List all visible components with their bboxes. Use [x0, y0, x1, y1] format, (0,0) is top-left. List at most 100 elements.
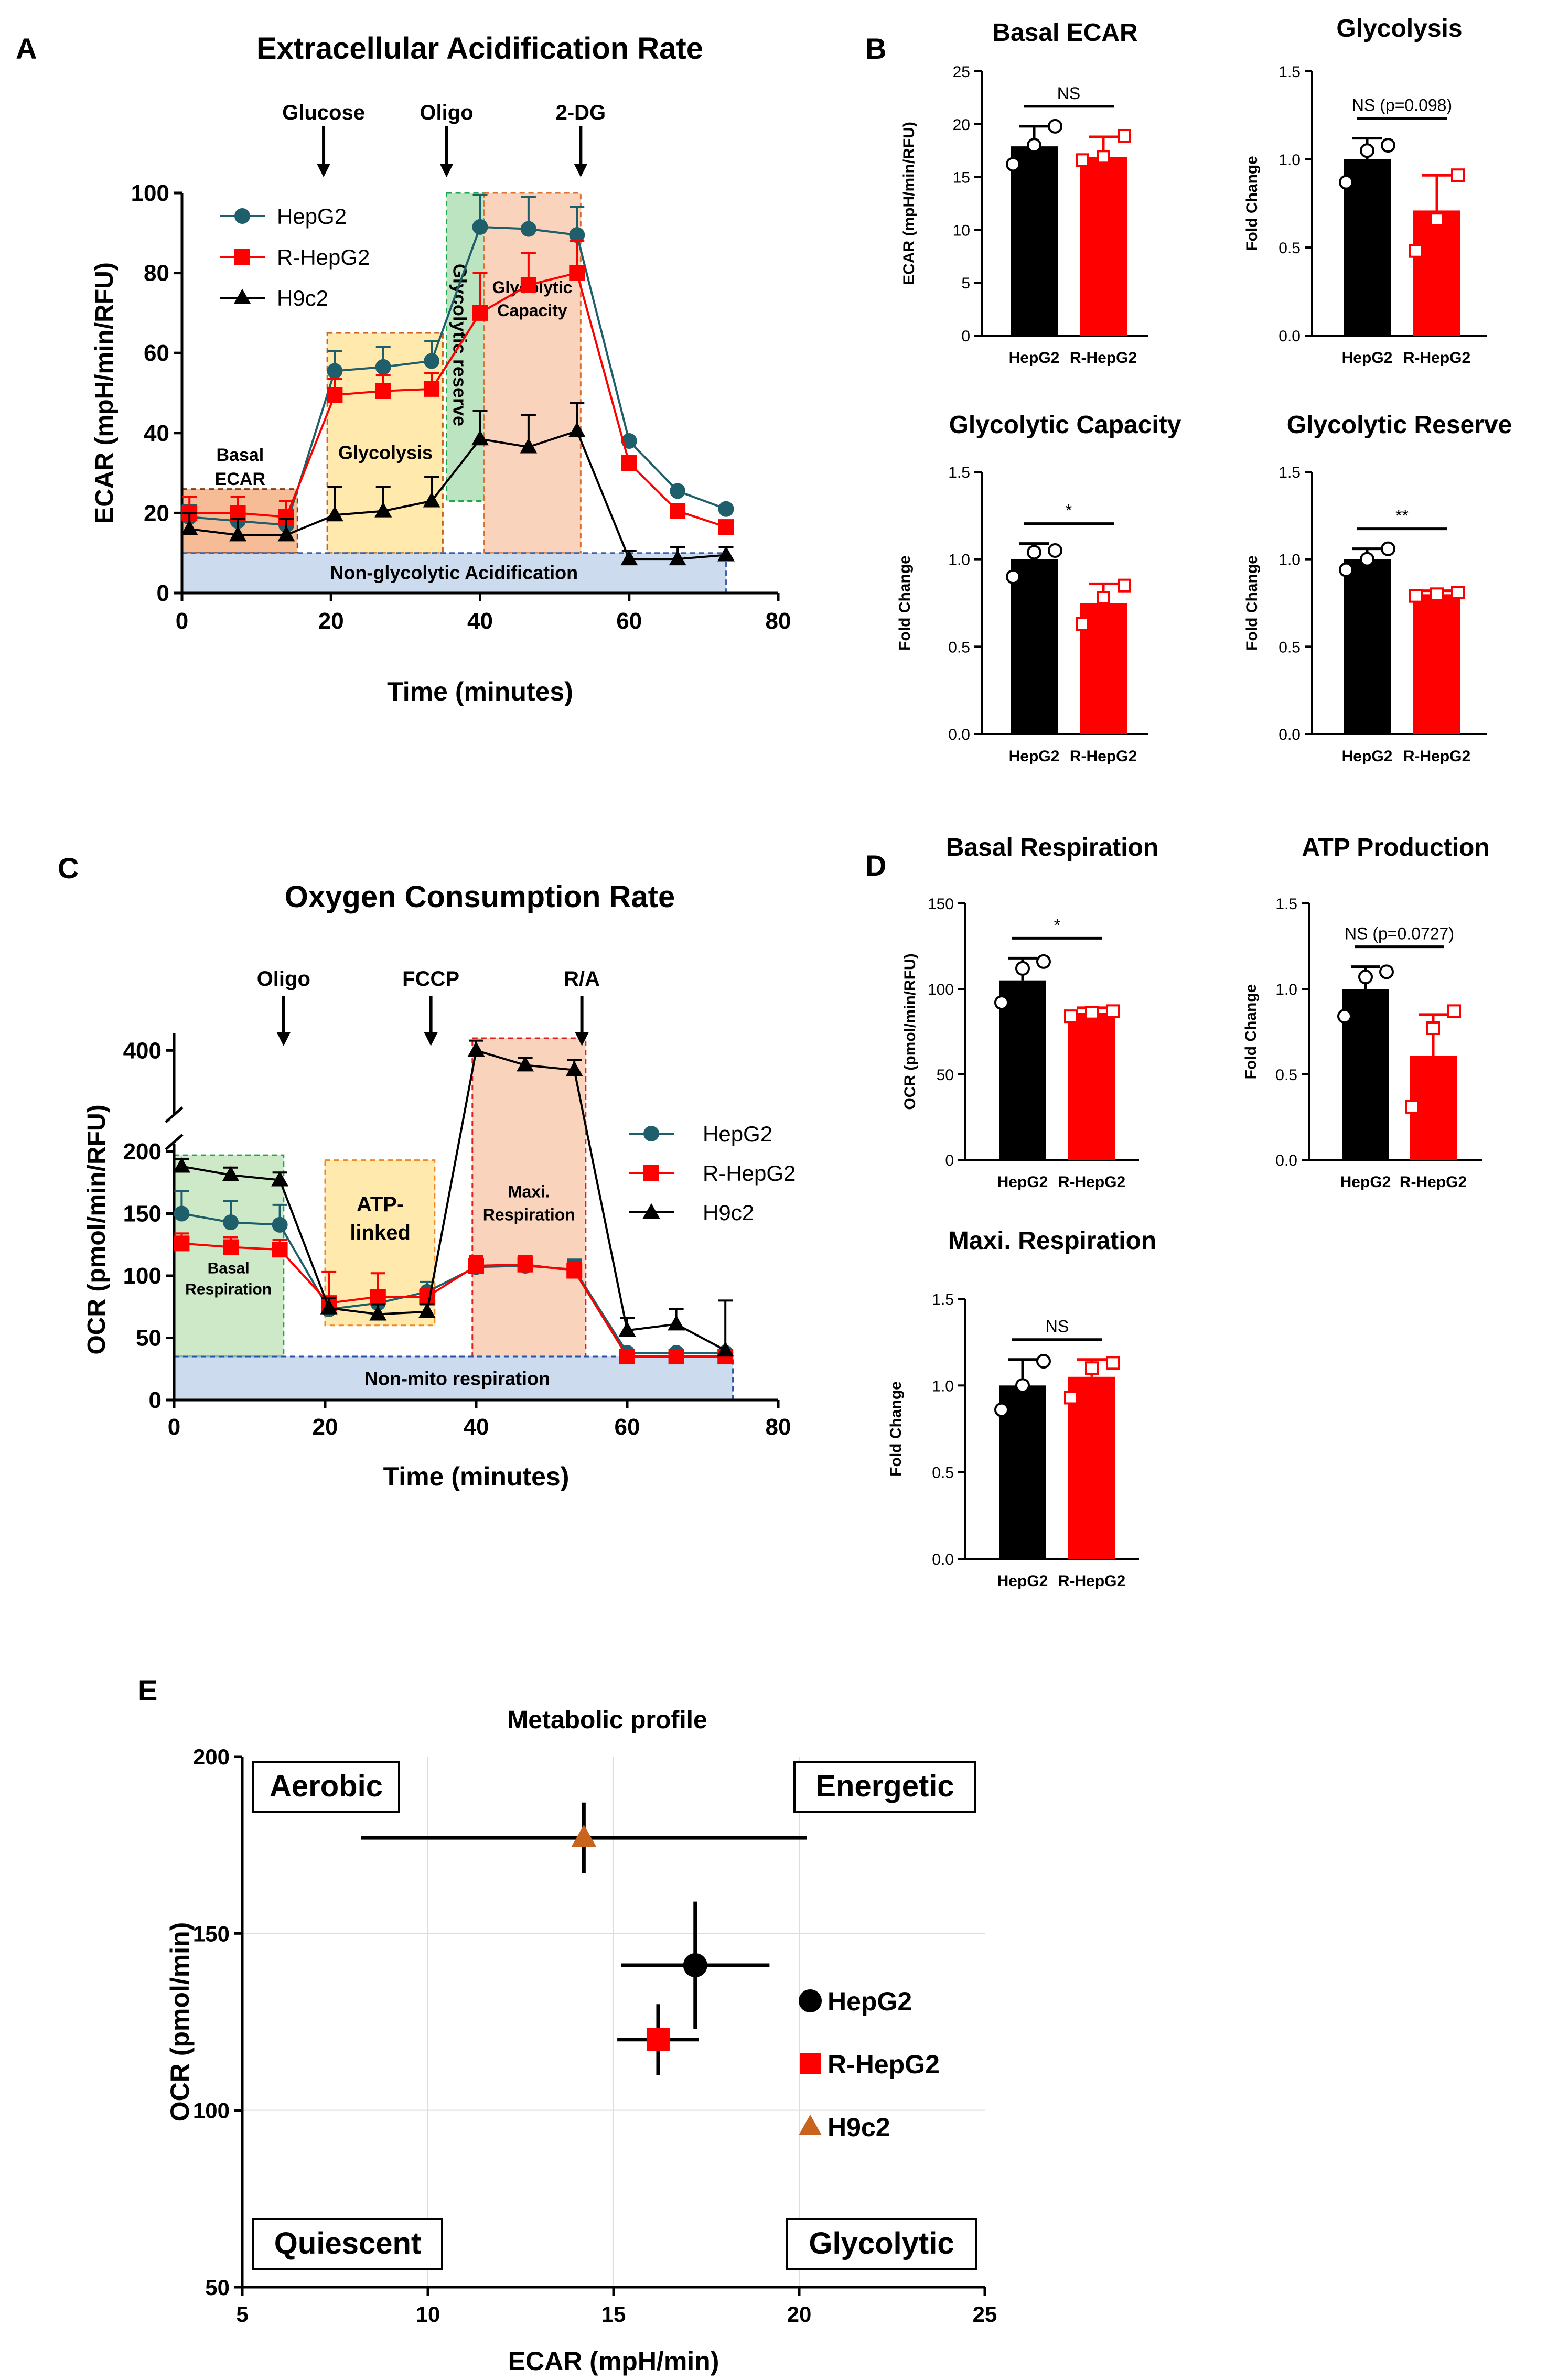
x-tick-label: HepG2 [1009, 349, 1060, 367]
basal-ecar-chart: Basal ECAR 0 5 10 15 20 25 ECAR (mpH/min/RFU) He… [900, 19, 1148, 367]
y-tick-label: 0 [961, 328, 970, 345]
chart-title: Glycolytic Capacity [949, 411, 1181, 439]
quadrant-aerobic: Aerobic [270, 1769, 383, 1803]
data-point-h9c2 [277, 526, 295, 542]
injection-label: FCCP [402, 967, 459, 990]
chart-title: Glycolysis [1336, 15, 1462, 42]
y-tick-label: 1.5 [1278, 464, 1301, 481]
data-point [1027, 138, 1041, 153]
y-axis-label: OCR (pmol/min/RFU) [901, 953, 919, 1110]
glycolytic-reserve-chart: Glycolytic Reserve 0.0 0.5 1.0 1.5 Fold Chang… [1243, 411, 1512, 765]
data-point [994, 995, 1009, 1010]
y-tick-label: 1.0 [1275, 981, 1297, 998]
data-point-r-hepg2 [419, 1289, 435, 1305]
data-point-h9c2 [374, 502, 392, 518]
y-tick-label: 80 [144, 261, 169, 286]
data-point-h9c2 [173, 1157, 190, 1173]
chart-title: Oxygen Consumption Rate [285, 880, 675, 914]
x-tick-label: R-HepG2 [1403, 748, 1470, 765]
region-label-line: Maxi. [508, 1182, 550, 1201]
x-tick-label: 40 [464, 1414, 489, 1440]
data-point [1048, 543, 1062, 558]
quadrant-energetic: Energetic [815, 1769, 954, 1803]
y-tick-label: 50 [937, 1067, 954, 1084]
data-point [1076, 617, 1089, 631]
ocr-chart: Oxygen Consumption Rate Basal Respiration A… [83, 880, 796, 1491]
legend-label: R-HepG2 [703, 1161, 796, 1186]
data-point [1085, 1361, 1099, 1375]
data-point [1036, 954, 1051, 969]
x-tick-label: 0 [168, 1414, 180, 1440]
y-tick-label: 1.5 [948, 464, 970, 481]
data-point [1447, 1004, 1461, 1018]
x-tick-label: R-HepG2 [1058, 1173, 1125, 1191]
data-point-h9c2 [418, 1302, 436, 1318]
ecar-chart: Extracellular Acidification Rate Basal ECA… [91, 31, 791, 706]
region-label: Glycolysis [338, 441, 433, 463]
region-label-line: linked [350, 1221, 411, 1244]
x-tick-label: 80 [766, 608, 791, 634]
data-point-h9c2 [271, 1171, 289, 1187]
bar-r-hepg2 [1413, 594, 1460, 734]
region-3 [483, 192, 582, 554]
data-point-r-hepg2 [520, 277, 536, 293]
metabolic-profile-chart: Metabolic profile 50 100 150 200 5 10 15 20 25 ECA… [165, 1706, 997, 2376]
y-tick-label: 200 [123, 1139, 162, 1165]
y-tick-label: 0 [157, 580, 169, 606]
panel-letter-c: C [58, 852, 79, 885]
y-tick-label: 40 [144, 421, 169, 446]
data-point-r-hepg2 [468, 1258, 484, 1274]
bar-r-hepg2 [1068, 1376, 1115, 1559]
injection-label: 2-DG [556, 101, 606, 124]
y-tick-label: 1.0 [1278, 552, 1301, 569]
data-point [1409, 589, 1423, 603]
significance-label: * [1066, 501, 1072, 520]
region-label: Non-glycolytic Acidification [330, 562, 578, 583]
data-point [1118, 128, 1131, 143]
x-tick-label: 5 [236, 2302, 248, 2327]
region-label: Basal ECAR [215, 445, 265, 489]
y-tick-label: 0.5 [1275, 1067, 1297, 1084]
axis-break-mark [165, 1106, 184, 1123]
chart-title: Glycolytic Reserve [1287, 411, 1512, 439]
data-point [1426, 1021, 1440, 1035]
data-point-r-hepg2 [174, 1235, 190, 1252]
y-tick-label: 25 [953, 63, 970, 81]
legend-marker [234, 249, 250, 265]
data-point-r-hepg2 [327, 387, 343, 403]
data-point [1379, 964, 1394, 979]
bar-hepg2 [1344, 559, 1391, 734]
data-point [1006, 569, 1020, 584]
data-point-r-hepg2 [517, 1256, 533, 1273]
data-point [1064, 1391, 1078, 1405]
injection-label: Oligo [420, 101, 473, 124]
y-tick-label: 100 [131, 180, 169, 206]
data-point [1048, 119, 1062, 134]
y-tick-label: 20 [953, 116, 970, 134]
x-axis-label: ECAR (mpH/min) [508, 2346, 719, 2376]
injection-arrow-head [575, 1032, 589, 1046]
y-axis-label: OCR (pmol/min/RFU) [83, 1104, 111, 1354]
x-tick-label: 60 [615, 1414, 640, 1440]
region-label-line: Respiration [483, 1205, 575, 1224]
data-point-h9c2 [326, 505, 343, 522]
maxi-respiration-chart: Maxi. Respiration 0.0 0.5 1.0 1.5 Fold Change… [887, 1227, 1156, 1590]
data-point-h9c2 [571, 1824, 597, 1847]
x-tick-label: 40 [467, 608, 493, 634]
data-point [1006, 157, 1020, 172]
data-point-r-hepg2 [566, 1263, 583, 1279]
y-axis-label: Fold Change [1243, 156, 1261, 251]
series-line-hepg2 [189, 225, 727, 526]
significance-label: NS [1046, 1317, 1069, 1336]
significance-label: NS [1057, 84, 1080, 103]
data-point-hepg2 [569, 227, 585, 243]
data-point-r-hepg2 [646, 2028, 670, 2051]
data-point-h9c2 [320, 1299, 338, 1315]
y-tick-label: 1.5 [932, 1291, 954, 1308]
region-label-line: Capacity [497, 301, 567, 320]
bar-hepg2 [1344, 159, 1391, 336]
data-point-h9c2 [618, 1321, 636, 1337]
x-axis-label: Time (minutes) [387, 677, 573, 706]
chart-title: Metabolic profile [507, 1706, 707, 1734]
